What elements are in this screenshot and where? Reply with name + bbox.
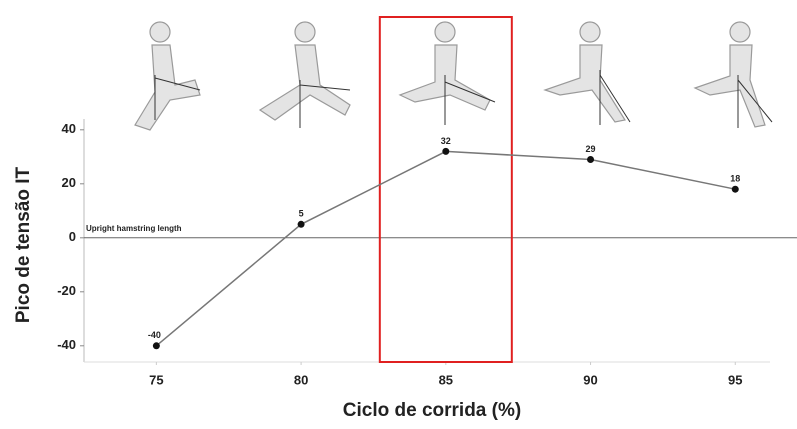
annotation: Upright hamstring length — [86, 224, 182, 233]
x-axis-label: Ciclo de corrida (%) — [343, 400, 521, 421]
data-label: -40 — [148, 330, 161, 340]
line — [156, 151, 735, 345]
y-axis-label: Pico de tensão IT — [13, 166, 34, 323]
data-label: 5 — [299, 209, 304, 219]
x-tick-label: 85 — [439, 372, 453, 387]
y-tick-label: 40 — [62, 121, 76, 136]
data-label: 32 — [441, 136, 451, 146]
point — [298, 221, 305, 228]
x-tick-label: 90 — [583, 372, 597, 387]
y-tick-label: 20 — [62, 175, 76, 190]
y-tick-label: 0 — [69, 229, 76, 244]
point — [587, 156, 594, 163]
point — [153, 342, 160, 349]
runner-figures — [135, 22, 772, 130]
point — [442, 148, 449, 155]
chart: Pico de tensão IT Ciclo de corrida (%) U… — [0, 0, 797, 429]
x-tick-label: 80 — [294, 372, 308, 387]
y-tick-label: -20 — [57, 283, 76, 298]
point — [732, 186, 739, 193]
x-tick-label: 95 — [728, 372, 742, 387]
y-tick-label: -40 — [57, 337, 76, 352]
x-tick-label: 75 — [149, 372, 163, 387]
data-label: 29 — [586, 144, 596, 154]
data-label: 18 — [730, 174, 740, 184]
